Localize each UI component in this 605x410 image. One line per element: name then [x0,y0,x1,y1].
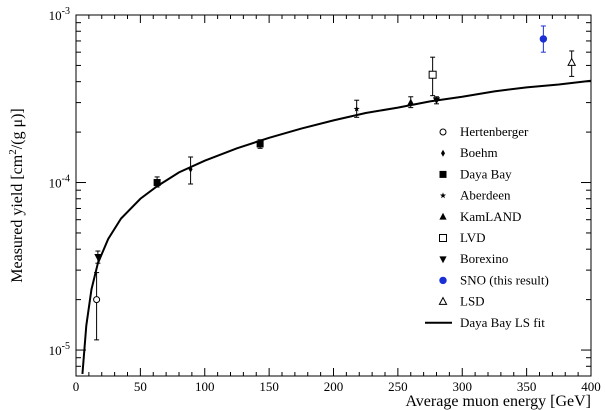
y-tick-label: 10-4 [49,174,70,191]
x-tick-label: 150 [259,379,279,394]
legend-label: Hertenberger [460,124,529,139]
y-tick-label: 10-3 [49,6,70,23]
x-tick-label: 350 [517,379,537,394]
fit-group [81,79,591,375]
legend-marker [438,296,448,305]
legend-label: Borexino [460,251,508,266]
legend: Hertenberger Boehm Daya Bay Aberdeen KamLAND… [425,124,549,330]
legend-marker [441,149,445,157]
series-6 [94,96,441,264]
legend-label: LVD [460,230,486,245]
legend-marker [439,192,447,199]
x-tick-label: 0 [73,379,80,394]
series-8 [567,50,577,77]
data-point [428,70,437,79]
legend-label: SNO (this result) [460,272,549,287]
x-tick-label: 250 [388,379,408,394]
legend-marker [439,128,447,136]
axes: 0 50 100 150 200 250 300 350 400 10-5 10-4 10-3 Aver… [7,6,601,410]
data-point [153,179,161,187]
y-tick-label: 10-5 [49,341,70,358]
legend-label: LSD [460,294,485,309]
data-point [407,98,415,106]
data-point [432,97,441,105]
legend-marker [439,234,447,242]
series-0 [93,272,101,341]
legend-marker [439,276,447,285]
data-point [353,105,360,112]
legend-marker [439,170,447,178]
series-1 [188,156,194,185]
x-tick-label: 100 [195,379,215,394]
x-tick-label: 300 [453,379,473,394]
y-axis-title: Measured yield [cm2/(g μ)] [7,108,26,282]
x-tick-label: 50 [134,379,147,394]
series-5 [428,56,437,97]
series-4 [407,96,415,109]
series-3 [353,99,360,118]
data-point [93,296,101,304]
data-point [188,165,193,173]
x-tick-label: 200 [324,379,344,394]
data-point [539,35,548,43]
data-point [256,140,264,148]
data-point [94,254,102,261]
legend-marker [439,212,447,220]
legend-label: Boehm [460,145,498,160]
legend-label: Daya Bay LS fit [460,315,545,330]
fit-curve [81,79,591,375]
legend-marker [439,256,447,264]
data-point [567,57,577,66]
legend-label: Daya Bay [460,166,512,181]
series-7 [539,25,548,53]
x-axis-title: Average muon energy [GeV] [405,393,591,410]
plot-area [81,25,591,375]
legend-label: KamLAND [460,209,521,224]
legend-label: Aberdeen [460,188,511,203]
x-tick-label: 400 [581,379,601,394]
series-2 [153,139,264,188]
